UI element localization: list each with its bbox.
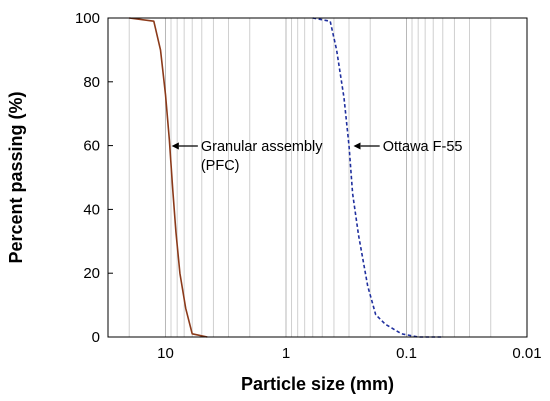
x-tick-label: 10 bbox=[157, 345, 174, 362]
series-layer bbox=[129, 17, 443, 338]
y-tick-label: 60 bbox=[83, 138, 100, 155]
annotation-label: Granular assembly (PFC) bbox=[201, 139, 323, 174]
series-line-2 bbox=[312, 17, 443, 338]
y-tick-label: 80 bbox=[83, 74, 100, 91]
annotations: Granular assembly (PFC) Ottawa F-55 bbox=[171, 139, 463, 174]
y-axis-title: Percent passing (%) bbox=[6, 91, 26, 263]
tick-labels: 10 1 0.1 0.01 0 20 40 60 80 100 bbox=[75, 10, 542, 362]
y-tick-label: 20 bbox=[83, 265, 100, 282]
grid-lines bbox=[128, 18, 492, 337]
y-tick-label: 0 bbox=[92, 329, 100, 346]
x-tick-label: 1 bbox=[282, 345, 290, 362]
annotation-label: Ottawa F-55 bbox=[383, 139, 463, 155]
plot-area-frame bbox=[107, 17, 528, 338]
x-tick-label: 0.1 bbox=[396, 345, 417, 362]
series-line-1 bbox=[129, 17, 208, 338]
x-tick-label: 0.01 bbox=[512, 345, 541, 362]
y-tick-label: 100 bbox=[75, 10, 100, 27]
x-axis-title: Particle size (mm) bbox=[241, 374, 394, 394]
y-tick-label: 40 bbox=[83, 201, 100, 218]
